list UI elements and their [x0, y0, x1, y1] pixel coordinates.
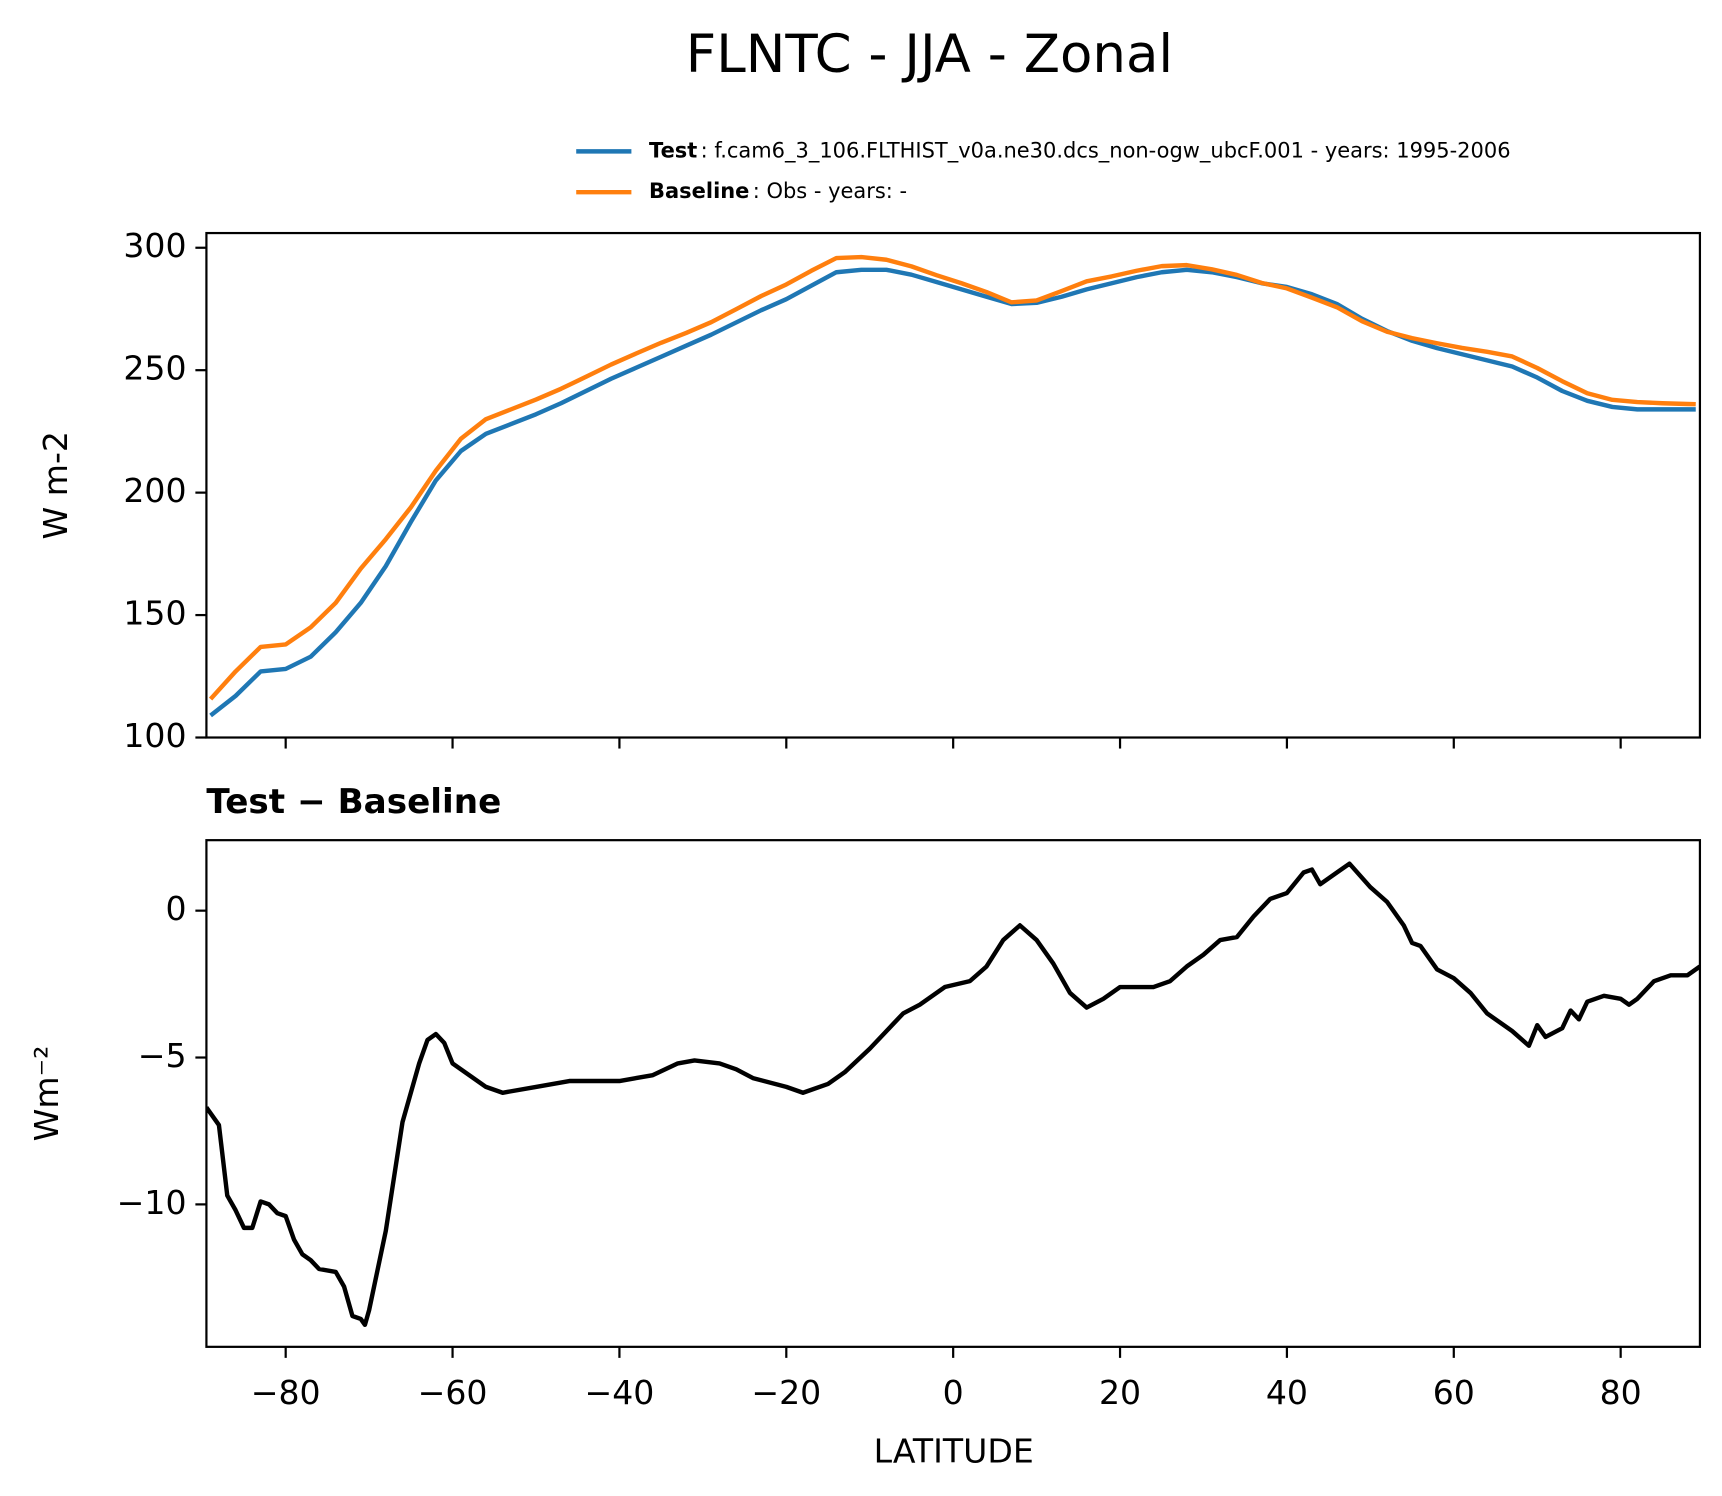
data-line [208, 254, 1696, 701]
x-tick-label: 20 [1099, 1373, 1141, 1412]
y-tick-label: 0 [165, 889, 186, 928]
x-tick-label: 0 [943, 1373, 964, 1412]
y-tick-label: 250 [123, 349, 186, 388]
legend-name: Test [649, 138, 697, 162]
legend-description: : Obs - years: - [753, 179, 907, 203]
figure-title: FLNTC - JJA - Zonal [686, 24, 1173, 85]
x-tick-label: −60 [418, 1373, 488, 1412]
x-axis-label: LATITUDE [874, 1431, 1034, 1470]
x-tick-label: 60 [1433, 1373, 1475, 1412]
panel-title: Test − Baseline [206, 782, 501, 822]
y-tick-label: −10 [117, 1183, 187, 1222]
y-tick-label: 200 [123, 471, 186, 510]
y-tick-label: 150 [123, 594, 186, 633]
plot-frame [205, 231, 1702, 739]
plot-frame [205, 839, 1702, 1348]
x-tick-label: 40 [1266, 1373, 1308, 1412]
y-tick-label: −5 [138, 1036, 187, 1075]
data-line [209, 267, 1696, 718]
y-axis-label: Wm⁻² [27, 1046, 66, 1142]
y-tick-label: 300 [123, 226, 186, 265]
x-tick-label: 80 [1600, 1373, 1642, 1412]
data-line [206, 861, 1700, 1328]
legend-description: : f.cam6_3_106.FLTHIST_v0a.ne30.dcs_non-… [701, 138, 1511, 163]
y-tick-label: 100 [123, 716, 186, 755]
legend-name: Baseline [649, 179, 749, 203]
y-axis-label: W m-2 [36, 431, 75, 540]
x-tick-label: −80 [251, 1373, 321, 1412]
x-tick-label: −20 [751, 1373, 821, 1412]
x-tick-label: −40 [584, 1373, 654, 1412]
